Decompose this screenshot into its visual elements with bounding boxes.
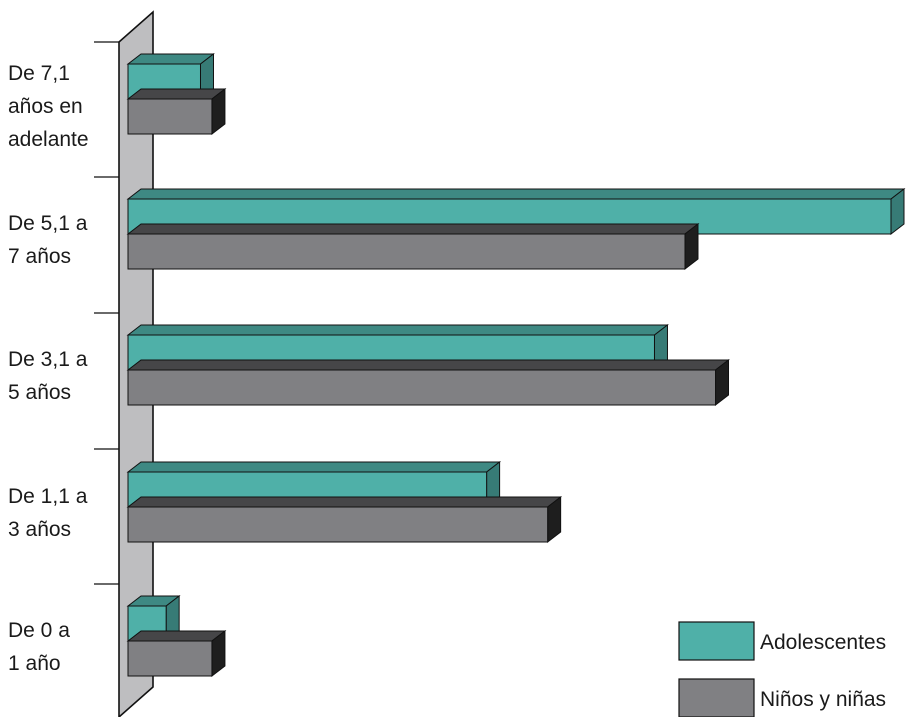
axis-ticks <box>94 41 119 585</box>
bar-top-face <box>126 53 215 65</box>
legend-swatch <box>678 678 755 717</box>
bar-top-face <box>126 88 227 100</box>
legend-item: Niños y niñas <box>678 678 886 717</box>
category-label: De 7,1 años en adelante <box>8 62 89 151</box>
bar-top-face <box>126 324 669 336</box>
bar-top-face <box>126 188 906 200</box>
bar-front-face <box>127 506 549 543</box>
legend-swatch <box>678 621 755 661</box>
bar-front-face <box>127 98 213 135</box>
legend: Adolescentes Niños y niñas <box>678 621 886 717</box>
bar-top-face <box>126 630 227 642</box>
bar-ninos <box>126 87 227 136</box>
bar-front-face <box>127 233 686 270</box>
legend-label: Adolescentes <box>760 631 886 654</box>
bar-ninos <box>126 222 700 271</box>
bar-ninos <box>126 495 563 544</box>
bar-top-face <box>126 223 700 235</box>
bar-top-face <box>126 359 730 371</box>
bar-ninos <box>126 629 227 678</box>
bar-ninos <box>126 358 730 407</box>
legend-label: Niños y niñas <box>760 688 886 711</box>
bars <box>126 52 906 678</box>
bar-top-face <box>126 496 563 508</box>
bar-top-face <box>126 461 502 473</box>
bar-front-face <box>127 640 213 677</box>
bar-front-face <box>127 369 717 406</box>
legend-item: Adolescentes <box>678 621 886 661</box>
